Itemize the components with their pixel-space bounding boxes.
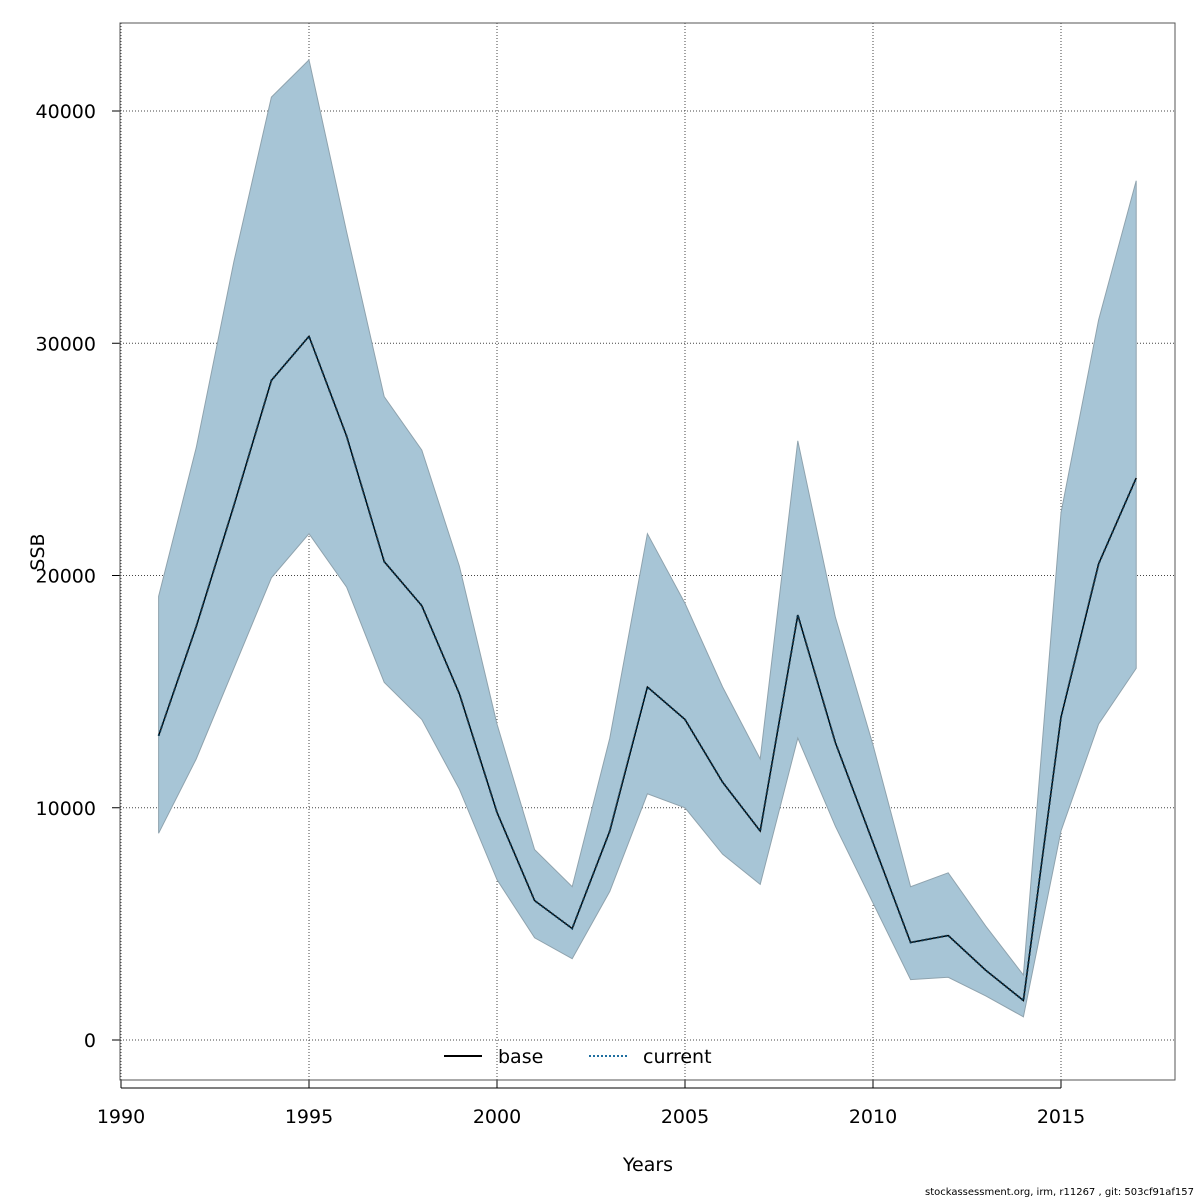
legend-base-label: base bbox=[498, 1046, 543, 1068]
legend: base current bbox=[444, 1046, 712, 1068]
y-tick-label: 40000 bbox=[36, 101, 96, 123]
y-tick-label: 30000 bbox=[36, 333, 96, 355]
confidence-band-area bbox=[158, 58, 1137, 1018]
y-tick-label: 0 bbox=[84, 1030, 96, 1052]
x-axis-title: Years bbox=[622, 1154, 673, 1176]
grid-lines bbox=[120, 23, 1175, 1080]
footer-note: stockassessment.org, irm, r11267 , git: … bbox=[924, 1187, 1194, 1198]
x-tick-label: 2015 bbox=[1037, 1106, 1085, 1128]
confidence-band bbox=[158, 58, 1137, 1018]
plot-frame bbox=[119, 22, 1176, 1081]
x-tick-label: 1990 bbox=[97, 1106, 145, 1128]
x-tick-label: 2010 bbox=[849, 1106, 897, 1128]
series-lines bbox=[157, 334, 1138, 1003]
x-tick-label: 2000 bbox=[473, 1106, 521, 1128]
y-tick-label: 20000 bbox=[36, 566, 96, 588]
x-tick-label: 2005 bbox=[661, 1106, 709, 1128]
y-axis-title: SSB bbox=[27, 533, 49, 570]
y-tick-label: 10000 bbox=[36, 798, 96, 820]
series-line-current bbox=[157, 334, 1138, 1003]
axes: 1990 1995 2000 2005 2010 2015 0 10000 20000 30000… bbox=[36, 101, 1086, 1128]
x-tick-label: 1995 bbox=[285, 1106, 333, 1128]
legend-current-label: current bbox=[643, 1046, 712, 1068]
